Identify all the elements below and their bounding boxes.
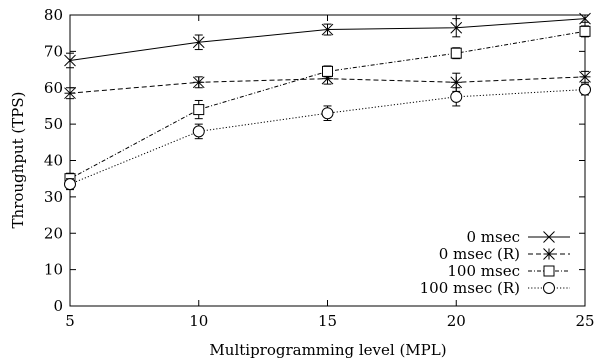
marker-square xyxy=(450,47,462,59)
data-point-circle xyxy=(579,83,591,96)
x-tick-label: 10 xyxy=(189,312,208,330)
y-tick-label: 20 xyxy=(44,224,63,242)
marker-circle xyxy=(543,282,555,294)
data-point-x xyxy=(579,12,591,25)
y-tick-label: 10 xyxy=(44,261,63,279)
axes: 5 10 15 20 25 0 10 20 30 40 50 60 70 80 xyxy=(44,6,595,330)
marker-stroke xyxy=(543,231,555,243)
x-axis-label: Multiprogramming level (MPL) xyxy=(209,341,446,359)
marker-circle xyxy=(321,107,334,120)
series-1 xyxy=(64,12,591,69)
y-axis-label: Throughput (TPS) xyxy=(9,92,27,229)
legend-label: 0 msec (R) xyxy=(439,245,520,263)
legend-label: 100 msec xyxy=(447,262,520,280)
y-tick-label: 80 xyxy=(44,6,63,24)
y-tick-label: 40 xyxy=(44,152,63,170)
series-layer xyxy=(64,12,591,191)
marker-stroke xyxy=(321,23,334,36)
y-tick-label: 60 xyxy=(44,79,63,97)
x-tick-label: 15 xyxy=(318,312,337,330)
marker-stroke xyxy=(192,36,205,49)
y-tick-label: 0 xyxy=(53,297,63,315)
x-tick-label: 5 xyxy=(65,312,75,330)
data-point-square xyxy=(450,47,462,59)
data-point-star xyxy=(450,76,463,89)
data-point-x xyxy=(543,231,555,243)
marker-circle xyxy=(192,125,205,138)
data-point-circle xyxy=(192,125,205,138)
y-tick-label: 50 xyxy=(44,115,63,133)
marker-circle xyxy=(450,90,463,103)
data-point-circle xyxy=(64,178,76,191)
data-point-star xyxy=(579,70,591,83)
series-4 xyxy=(64,83,591,191)
marker-stroke xyxy=(450,21,463,34)
data-point-square xyxy=(543,265,555,277)
marker-square xyxy=(193,104,205,116)
data-point-star xyxy=(64,87,76,100)
y-tick-label: 70 xyxy=(44,42,63,60)
data-point-circle xyxy=(543,282,555,294)
data-point-star xyxy=(192,76,205,89)
data-point-circle xyxy=(450,90,463,103)
x-tick-label: 20 xyxy=(447,312,466,330)
data-point-x xyxy=(321,23,334,36)
data-point-x xyxy=(64,54,76,67)
data-point-square xyxy=(579,25,591,37)
marker-square xyxy=(543,265,555,277)
marker-square xyxy=(322,65,333,77)
data-point-x xyxy=(192,36,205,49)
legend-label: 0 msec xyxy=(466,228,520,246)
data-point-square xyxy=(322,65,333,77)
data-point-circle xyxy=(321,107,334,120)
marker-circle xyxy=(64,178,76,191)
series-line xyxy=(69,30,586,180)
data-point-square xyxy=(193,104,205,116)
data-point-star xyxy=(543,248,555,260)
data-point-x xyxy=(450,21,463,34)
marker-stroke xyxy=(579,12,591,25)
marker-stroke xyxy=(64,54,76,67)
y-tick-label: 30 xyxy=(44,188,63,206)
legend-label: 100 msec (R) xyxy=(420,279,520,297)
marker-circle xyxy=(579,83,591,96)
x-tick-label: 25 xyxy=(575,312,594,330)
marker-square xyxy=(579,25,591,37)
